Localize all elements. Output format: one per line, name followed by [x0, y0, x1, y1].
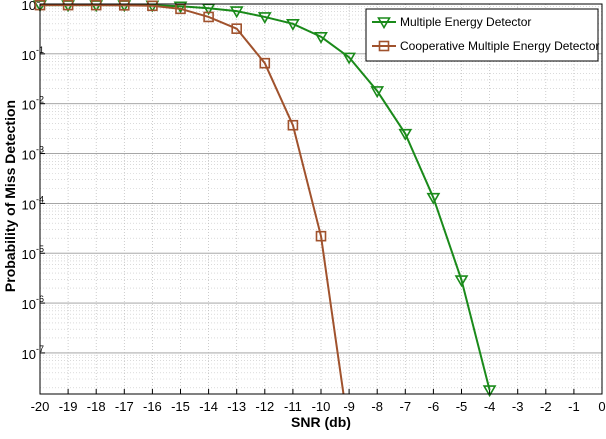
legend-label: Multiple Energy Detector	[400, 15, 531, 29]
data-point	[370, 86, 385, 99]
y-tick-base: 10	[22, 247, 36, 262]
data-point	[287, 119, 299, 131]
y-tick-base: 10	[22, 98, 36, 113]
data-point	[342, 52, 356, 65]
y-tick-base: 10	[22, 347, 36, 362]
y-tick-base: 10	[22, 197, 36, 212]
legend-label: Cooperative Multiple Energy Detector	[400, 39, 599, 53]
x-tick-label: -18	[87, 399, 106, 414]
x-tick-label: -6	[428, 399, 440, 414]
data-point	[203, 11, 214, 23]
x-tick-label: -9	[343, 399, 355, 414]
y-tick-exponent: 0	[36, 0, 41, 5]
x-tick-label: -10	[312, 399, 331, 414]
x-tick-label: -4	[484, 399, 496, 414]
y-tick-label: 10 0	[22, 0, 41, 13]
series-layer	[33, 0, 497, 398]
x-tick-label: -14	[199, 399, 218, 414]
legend-marker	[377, 17, 391, 30]
legend-box	[365, 8, 599, 62]
x-tick-label: 0	[598, 399, 605, 414]
x-tick-label: -13	[227, 399, 246, 414]
data-point	[426, 192, 441, 205]
y-tick-base: 10	[22, 0, 36, 13]
x-tick-label: -19	[59, 399, 78, 414]
data-point	[259, 57, 271, 69]
x-tick-label: -11	[284, 399, 302, 414]
data-point	[315, 230, 327, 242]
x-tick-label: -16	[143, 399, 162, 414]
x-tick-label: -7	[400, 399, 412, 414]
legend-marker	[378, 40, 390, 52]
legend-entry: Cooperative Multiple Energy Detector	[372, 39, 599, 53]
data-point	[257, 12, 272, 25]
x-axis-label: SNR (db)	[291, 414, 351, 430]
data-point	[147, 0, 158, 12]
x-tick-label: -20	[31, 399, 50, 414]
y-tick-base: 10	[22, 297, 36, 312]
y-axis-label: Probability of Miss Detection	[2, 100, 18, 292]
x-tick-label: -12	[255, 399, 274, 414]
x-tick-label: -3	[512, 399, 524, 414]
x-tick-label: -8	[371, 399, 383, 414]
data-point	[286, 19, 300, 31]
data-point	[90, 0, 102, 11]
y-tick-base: 10	[22, 148, 36, 163]
data-point	[231, 23, 242, 34]
data-point	[454, 275, 469, 288]
data-point	[229, 6, 244, 19]
legend: Multiple Energy Detector Cooperative Mult…	[365, 8, 599, 62]
x-axis-ticks: -20 -19 -18 -17 -16 -15 -14 -13 -12 -11 -10 -9 -8 -7-…	[31, 389, 606, 414]
grid	[39, 3, 603, 394]
legend-entry: Multiple Energy Detector	[372, 15, 531, 30]
data-point	[173, 1, 188, 14]
data-point	[314, 31, 328, 44]
data-point	[482, 385, 497, 398]
data-point	[398, 128, 413, 141]
x-tick-label: -15	[171, 399, 190, 414]
data-point	[119, 0, 130, 11]
x-tick-label: -2	[540, 399, 552, 414]
x-tick-label: -1	[568, 399, 580, 414]
data-point	[62, 0, 74, 11]
x-tick-label: -17	[115, 399, 134, 414]
x-tick-label: -5	[456, 399, 468, 414]
plot-frame	[39, 3, 603, 395]
y-tick-base: 10	[22, 48, 36, 63]
